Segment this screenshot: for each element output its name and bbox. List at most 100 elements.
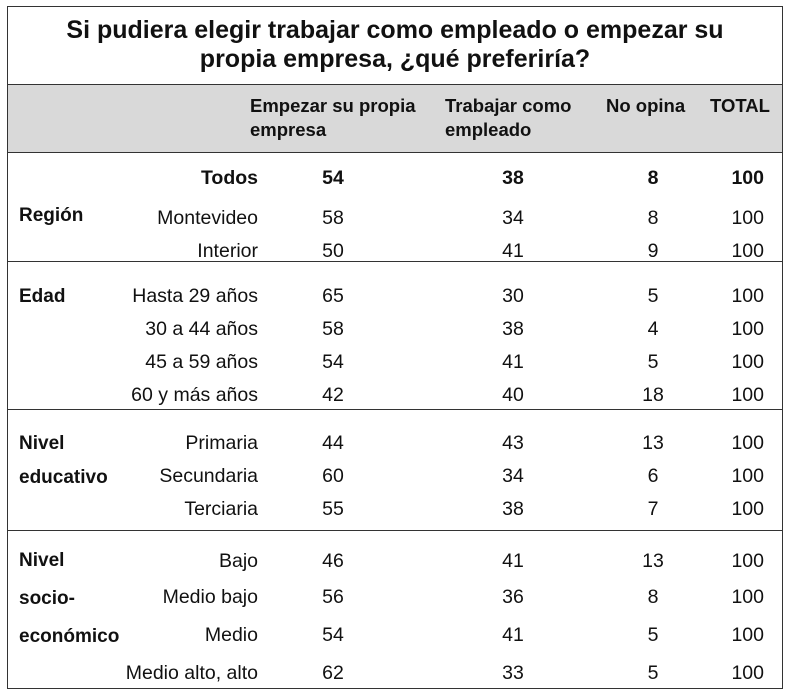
table-row: 60 y más años 42 40 18 100 [8, 380, 782, 410]
cell-empezar: 54 [322, 351, 344, 373]
title-line-2: propia empresa, ¿qué preferiría? [199, 45, 591, 73]
cell-trabajar: 34 [502, 207, 524, 229]
cell-total: 100 [731, 624, 764, 646]
cell-no-opina: 6 [647, 465, 659, 487]
cell-empezar: 62 [322, 662, 344, 684]
row-label: Medio alto, alto [125, 662, 258, 684]
cell-no-opina: 5 [647, 285, 659, 307]
col-header-empezar: Empezar su propia empresa [250, 95, 416, 140]
table-row: Todos 54 38 8 100 [8, 163, 782, 193]
cell-trabajar: 30 [502, 285, 524, 307]
group-label: Nivel [19, 433, 65, 454]
row-label: Bajo [218, 550, 258, 572]
cell-trabajar: 33 [502, 662, 524, 684]
cell-total: 100 [731, 498, 764, 520]
cell-trabajar: 41 [502, 624, 524, 646]
table-row: Montevideo 58 34 8 100 [8, 203, 782, 233]
table-row: Interior 50 41 9 100 [8, 236, 782, 266]
group-label: económico [19, 626, 120, 647]
cell-no-opina: 8 [647, 167, 659, 189]
cell-empezar: 58 [322, 318, 344, 340]
cell-no-opina: 8 [647, 586, 659, 608]
row-label: Primaria [185, 432, 258, 454]
cell-empezar: 65 [322, 285, 344, 307]
cell-trabajar: 38 [502, 498, 524, 520]
cell-no-opina: 8 [647, 207, 659, 229]
cell-empezar: 46 [322, 550, 344, 572]
cell-total: 100 [731, 662, 764, 684]
row-label: 45 a 59 años [145, 351, 258, 373]
cell-no-opina: 18 [642, 384, 664, 406]
cell-trabajar: 43 [502, 432, 524, 454]
cell-total: 100 [731, 351, 764, 373]
cell-no-opina: 5 [647, 662, 659, 684]
cell-empezar: 58 [322, 207, 344, 229]
cell-trabajar: 40 [502, 384, 524, 406]
cell-total: 100 [731, 207, 764, 229]
row-label: Medio [204, 624, 258, 646]
cell-no-opina: 5 [647, 624, 659, 646]
row-label: Interior [197, 240, 258, 262]
table-row: Hasta 29 años 65 30 5 100 [8, 281, 782, 311]
cell-no-opina: 4 [647, 318, 659, 340]
cell-no-opina: 7 [647, 498, 659, 520]
row-group: Región Todos 54 38 8 100 Montevideo 58 34 8 100 Int… [8, 153, 782, 262]
table-row: Medio bajo 56 36 8 100 [8, 582, 782, 612]
cell-empezar: 54 [322, 167, 344, 189]
group-label: Edad [19, 286, 66, 307]
table-row: Medio alto, alto 62 33 5 100 [8, 658, 782, 688]
group-label: socio- [19, 588, 75, 609]
column-header-band: Empezar su propia empresa Trabajar como em… [8, 85, 782, 153]
col-header-trabajar: Trabajar como empleado [445, 95, 572, 140]
table-frame: Si pudiera elegir trabajar como empleado… [7, 6, 783, 689]
cell-total: 100 [731, 167, 764, 189]
cell-empezar: 44 [322, 432, 344, 454]
table-row: Medio 54 41 5 100 [8, 620, 782, 650]
cell-total: 100 [731, 384, 764, 406]
table-row: Primaria 44 43 13 100 [8, 428, 782, 458]
table-row: 30 a 44 años 58 38 4 100 [8, 314, 782, 344]
cell-total: 100 [731, 318, 764, 340]
row-group: Edad Hasta 29 años 65 30 5 100 30 a 44 años 58 3… [8, 262, 782, 410]
cell-empezar: 60 [322, 465, 344, 487]
group-label: educativo [19, 467, 108, 488]
row-label: Medio bajo [162, 586, 258, 608]
row-label: 30 a 44 años [145, 318, 258, 340]
row-label: Todos [200, 167, 258, 189]
cell-trabajar: 38 [502, 167, 524, 189]
table-row: Terciaria 55 38 7 100 [8, 494, 782, 524]
cell-total: 100 [731, 285, 764, 307]
cell-empezar: 42 [322, 384, 344, 406]
cell-total: 100 [731, 586, 764, 608]
cell-empezar: 56 [322, 586, 344, 608]
col-header-total: TOTAL [710, 95, 770, 116]
cell-trabajar: 41 [502, 240, 524, 262]
title-line-1: Si pudiera elegir trabajar como empleado… [66, 16, 724, 44]
cell-no-opina: 13 [642, 432, 664, 454]
table-row: Secundaria 60 34 6 100 [8, 461, 782, 491]
cell-total: 100 [731, 240, 764, 262]
row-label: 60 y más años [131, 384, 258, 406]
row-label: Secundaria [159, 465, 258, 487]
row-label: Terciaria [184, 498, 258, 520]
cell-trabajar: 38 [502, 318, 524, 340]
cell-empezar: 55 [322, 498, 344, 520]
cell-empezar: 50 [322, 240, 344, 262]
cell-trabajar: 41 [502, 550, 524, 572]
row-group: Nivel socio-económico Bajo 46 41 13 100 Medio b… [8, 531, 782, 690]
row-label: Montevideo [157, 207, 258, 229]
table-row: Bajo 46 41 13 100 [8, 546, 782, 576]
row-label: Hasta 29 años [132, 285, 258, 307]
cell-trabajar: 34 [502, 465, 524, 487]
cell-no-opina: 5 [647, 351, 659, 373]
cell-total: 100 [731, 432, 764, 454]
table-title: Si pudiera elegir trabajar como empleado… [8, 7, 782, 85]
group-label: Nivel [19, 550, 65, 571]
col-header-no-opina: No opina [606, 95, 686, 116]
cell-trabajar: 36 [502, 586, 524, 608]
cell-total: 100 [731, 465, 764, 487]
cell-trabajar: 41 [502, 351, 524, 373]
cell-empezar: 54 [322, 624, 344, 646]
table-row: 45 a 59 años 54 41 5 100 [8, 347, 782, 377]
cell-no-opina: 13 [642, 550, 664, 572]
